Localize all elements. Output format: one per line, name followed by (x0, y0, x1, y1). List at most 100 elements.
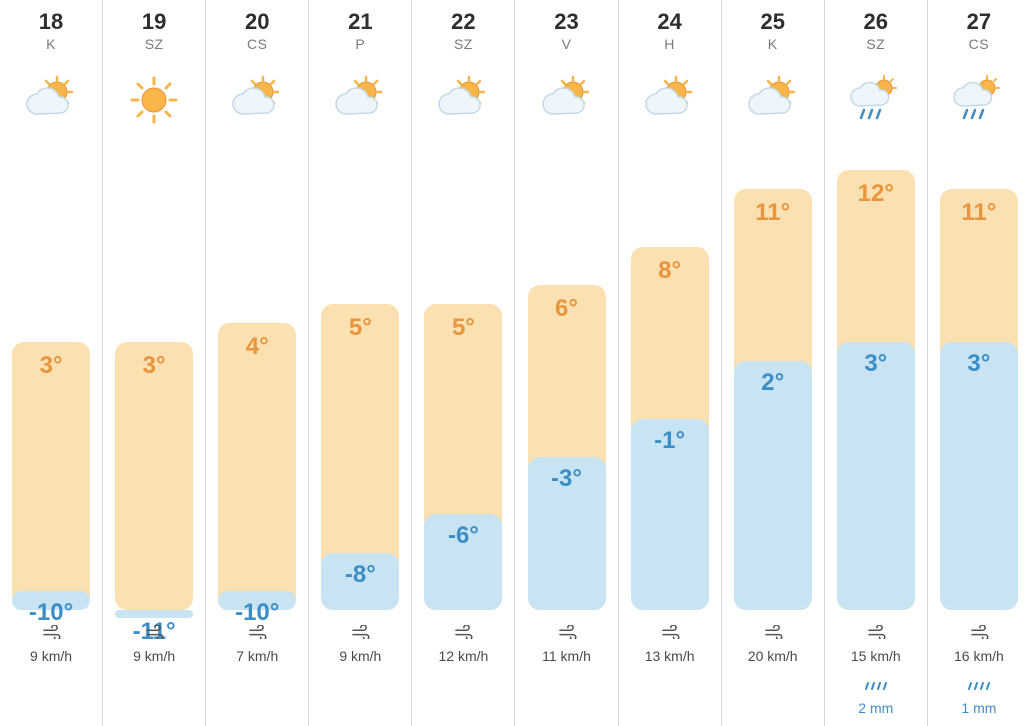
wind-row: 20 km/h (722, 625, 824, 664)
low-temp-value: -6° (448, 522, 479, 549)
wind-icon (660, 625, 680, 639)
low-temp-bar: -3° (528, 457, 606, 610)
date-number: 23 (554, 10, 578, 34)
high-temp-bar: 3° (12, 342, 90, 610)
weather-icon (231, 74, 283, 126)
low-temp-bar: 2° (734, 361, 812, 610)
forecast-container: 18 K 3° -10° 9 km/h 19 SZ 3° (0, 0, 1030, 726)
wind-row: 13 km/h (619, 625, 721, 664)
wind-value: 12 km/h (412, 648, 514, 664)
wind-value: 9 km/h (103, 648, 205, 664)
weather-icon (644, 74, 696, 126)
high-temp-value: 5° (452, 314, 475, 341)
low-temp-bar: 3° (940, 342, 1018, 610)
high-temp-value: 11° (755, 199, 790, 226)
wind-row: 16 km/h (928, 625, 1030, 664)
day-column[interactable]: 27 CS 11° 3° 16 km/h 1 mm (928, 0, 1030, 726)
day-of-week: SZ (145, 36, 164, 52)
wind-icon (144, 625, 164, 639)
wind-icon (453, 625, 473, 639)
high-temp-value: 3° (40, 352, 63, 379)
day-of-week: K (768, 36, 778, 52)
low-temp-bar: -11° (115, 610, 193, 618)
high-temp-value: 3° (143, 352, 166, 379)
wind-icon (350, 625, 370, 639)
high-temp-value: 8° (658, 257, 681, 284)
high-temp-value: 4° (246, 333, 269, 360)
wind-value: 15 km/h (825, 648, 927, 664)
date-number: 24 (657, 10, 681, 34)
wind-row: 12 km/h (412, 625, 514, 664)
day-of-week: H (664, 36, 675, 52)
date-number: 21 (348, 10, 372, 34)
high-temp-bar: 3° (115, 342, 193, 610)
day-column[interactable]: 19 SZ 3° -11° 9 km/h (103, 0, 206, 726)
date-number: 19 (142, 10, 166, 34)
weather-icon (541, 74, 593, 126)
low-temp-value: -10° (29, 599, 73, 626)
wind-value: 20 km/h (722, 648, 824, 664)
low-temp-value: 3° (967, 350, 990, 377)
weather-icon (334, 74, 386, 126)
date-number: 18 (39, 10, 63, 34)
date-number: 22 (451, 10, 475, 34)
wind-icon (557, 625, 577, 639)
day-column[interactable]: 24 H 8° -1° 13 km/h (619, 0, 722, 726)
day-column[interactable]: 25 K 11° 2° 20 km/h (722, 0, 825, 726)
wind-icon (41, 625, 61, 639)
precip-value: 2 mm (825, 700, 927, 716)
wind-row: 15 km/h (825, 625, 927, 664)
weather-icon (128, 74, 180, 126)
date-number: 26 (864, 10, 888, 34)
wind-value: 11 km/h (515, 648, 617, 664)
high-temp-value: 6° (555, 295, 578, 322)
low-temp-bar: -10° (218, 591, 296, 610)
day-column[interactable]: 23 V 6° -3° 11 km/h (515, 0, 618, 726)
low-temp-value: 3° (864, 350, 887, 377)
day-column[interactable]: 22 SZ 5° -6° 12 km/h (412, 0, 515, 726)
low-temp-value: -8° (345, 561, 376, 588)
low-temp-bar: -6° (424, 514, 502, 610)
precip-row: 2 mm (825, 679, 927, 716)
wind-row: 11 km/h (515, 625, 617, 664)
wind-row: 9 km/h (103, 625, 205, 664)
wind-icon (866, 625, 886, 639)
precip-icon (968, 679, 990, 693)
weather-icon (953, 74, 1005, 126)
low-temp-bar: 3° (837, 342, 915, 610)
low-temp-value: 2° (761, 369, 784, 396)
high-temp-bar: 4° (218, 323, 296, 610)
wind-row: 9 km/h (309, 625, 411, 664)
wind-value: 13 km/h (619, 648, 721, 664)
wind-value: 9 km/h (0, 648, 102, 664)
wind-row: 7 km/h (206, 625, 308, 664)
low-temp-bar: -8° (321, 553, 399, 610)
day-column[interactable]: 21 P 5° -8° 9 km/h (309, 0, 412, 726)
wind-value: 16 km/h (928, 648, 1030, 664)
wind-icon (969, 625, 989, 639)
day-column[interactable]: 18 K 3° -10° 9 km/h (0, 0, 103, 726)
precip-row: 1 mm (928, 679, 1030, 716)
day-column[interactable]: 26 SZ 12° 3° 15 km/h 2 mm (825, 0, 928, 726)
date-number: 20 (245, 10, 269, 34)
day-column[interactable]: 20 CS 4° -10° 7 km/h (206, 0, 309, 726)
high-temp-value: 5° (349, 314, 372, 341)
low-temp-value: -10° (235, 599, 279, 626)
low-temp-value: -1° (654, 427, 685, 454)
high-temp-value: 12° (858, 180, 894, 207)
weather-icon (850, 74, 902, 126)
high-temp-value: 11° (961, 199, 996, 226)
wind-value: 9 km/h (309, 648, 411, 664)
wind-value: 7 km/h (206, 648, 308, 664)
date-number: 27 (967, 10, 991, 34)
weather-icon (25, 74, 77, 126)
day-of-week: SZ (454, 36, 473, 52)
precip-value: 1 mm (928, 700, 1030, 716)
day-of-week: SZ (866, 36, 885, 52)
low-temp-bar: -10° (12, 591, 90, 610)
wind-icon (247, 625, 267, 639)
day-of-week: CS (969, 36, 989, 52)
date-number: 25 (760, 10, 784, 34)
weather-icon (747, 74, 799, 126)
low-temp-value: -3° (551, 465, 582, 492)
